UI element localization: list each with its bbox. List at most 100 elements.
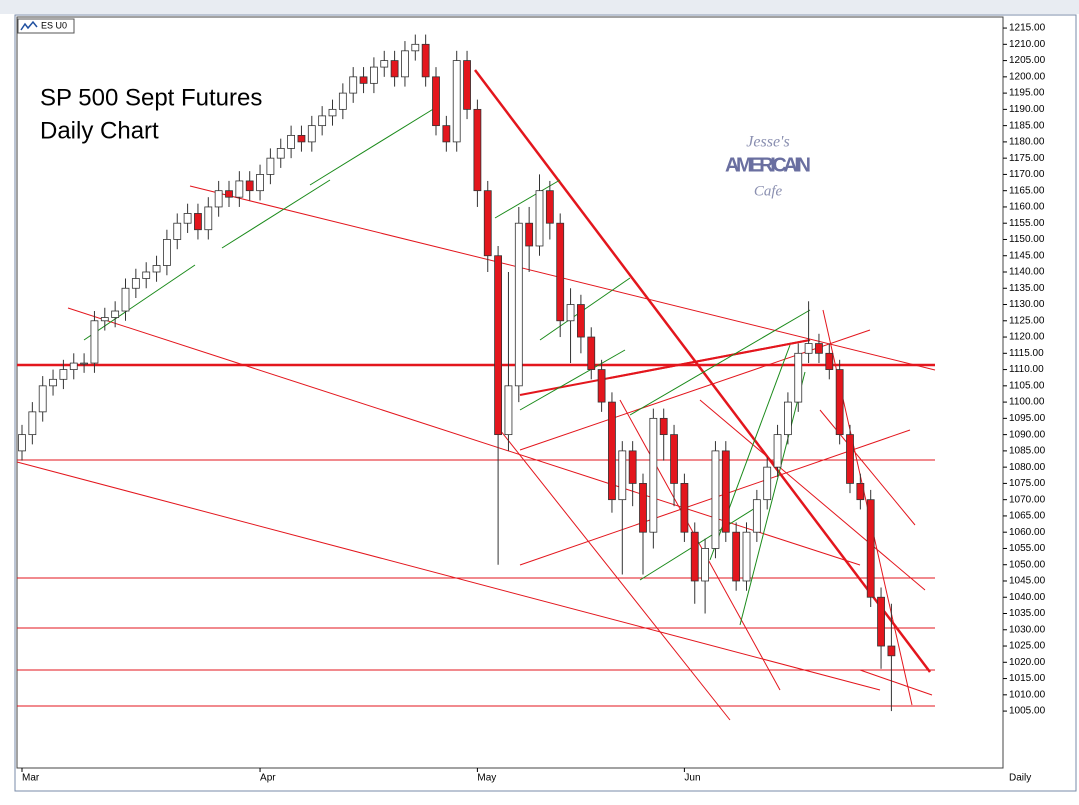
candle-body	[473, 108, 482, 192]
y-tick-label: 1025.00	[1009, 641, 1046, 652]
y-tick-label: 1100.00	[1009, 397, 1045, 408]
candle-body	[825, 352, 834, 370]
candle	[639, 473, 647, 575]
support-line	[739, 371, 806, 626]
support-line	[221, 179, 331, 249]
candle-body	[162, 239, 171, 266]
symbol: ES U0	[41, 20, 67, 30]
period-label: Daily	[1009, 773, 1031, 784]
y-tick-label: 1090.00	[1009, 429, 1046, 440]
y-tick-label: 1065.00	[1009, 511, 1046, 522]
candle	[349, 67, 358, 103]
candle-body	[338, 92, 347, 110]
candle-body	[183, 213, 192, 224]
candle	[804, 301, 813, 364]
y-tick-label: 1135.00	[1009, 283, 1045, 294]
candle-body	[349, 76, 358, 94]
candle-body	[49, 378, 57, 387]
y-tick-label: 1195.00	[1009, 88, 1045, 99]
candle	[649, 408, 658, 549]
y-tick-label: 1040.00	[1009, 592, 1046, 603]
y-tick-label: 1105.00	[1009, 380, 1045, 391]
candle-body	[494, 255, 503, 436]
candle-body	[835, 369, 844, 436]
y-tick-label: 1005.00	[1009, 706, 1046, 717]
y-tick-label: 1210.00	[1009, 39, 1046, 50]
candle	[297, 125, 306, 152]
candle-body	[276, 148, 285, 159]
candle	[390, 50, 399, 87]
trend-line	[474, 69, 931, 673]
candle-body	[784, 401, 792, 436]
candle-body	[297, 134, 306, 143]
candle	[628, 441, 637, 507]
candle-body	[794, 352, 803, 403]
support-line	[309, 107, 436, 186]
y-tick-label: 1070.00	[1009, 494, 1046, 505]
candle-body	[742, 531, 751, 582]
trend-line	[859, 669, 933, 696]
candle-body	[28, 411, 37, 436]
candle	[121, 278, 130, 321]
y-tick-label: 1120.00	[1009, 332, 1045, 343]
symbol-icon	[20, 20, 38, 31]
candle-body	[152, 265, 161, 273]
candle-body	[111, 310, 120, 318]
candle	[369, 57, 378, 94]
x-tick-label: Jun	[684, 773, 700, 784]
candle-body	[763, 466, 772, 501]
trend-line	[499, 429, 731, 721]
candle-body	[204, 206, 213, 231]
candle-body	[121, 287, 130, 312]
candle	[701, 538, 709, 614]
candle-body	[628, 450, 637, 484]
candle-body	[90, 320, 99, 364]
candle-body	[80, 362, 88, 365]
candle	[556, 213, 565, 338]
candle-body	[194, 213, 202, 231]
chart-title: SP 500 Sept Futures	[40, 84, 262, 111]
candle-body	[328, 108, 337, 117]
y-tick-label: 1045.00	[1009, 576, 1046, 587]
candle	[152, 255, 161, 282]
candle-body	[566, 304, 575, 322]
candle	[38, 376, 47, 422]
y-tick-label: 1145.00	[1009, 250, 1045, 261]
y-tick-label: 1200.00	[1009, 71, 1046, 82]
candle-body	[401, 50, 409, 78]
candle	[28, 402, 37, 445]
top-bar	[0, 0, 1079, 14]
candle-body	[245, 180, 254, 192]
y-tick-label: 1055.00	[1009, 543, 1046, 554]
candle-body	[214, 190, 223, 208]
candle-body	[752, 499, 761, 533]
candle	[173, 213, 182, 250]
trend-line	[609, 339, 811, 379]
candle	[742, 522, 751, 591]
y-tick-label: 1125.00	[1009, 315, 1045, 326]
y-tick-label: 1170.00	[1009, 169, 1045, 180]
candle-body	[597, 369, 606, 403]
y-tick-label: 1165.00	[1009, 185, 1045, 196]
candle	[577, 294, 585, 354]
support-line	[519, 349, 626, 411]
y-tick-label: 1085.00	[1009, 446, 1046, 457]
candle-body	[504, 385, 513, 436]
candle	[835, 359, 844, 445]
candle-body	[483, 190, 492, 257]
trend-line	[619, 399, 781, 691]
candle-body	[618, 450, 627, 501]
candle	[815, 333, 823, 364]
candle-body	[18, 434, 26, 452]
candle	[328, 99, 337, 126]
candle	[763, 457, 772, 510]
candle-body	[307, 125, 316, 143]
candle	[49, 369, 57, 396]
candle-body	[59, 369, 68, 380]
candle	[307, 115, 316, 152]
candle-body	[287, 134, 296, 149]
candle-body	[411, 43, 420, 52]
candle-body	[856, 483, 865, 501]
candle	[194, 203, 202, 240]
candle	[721, 441, 730, 542]
